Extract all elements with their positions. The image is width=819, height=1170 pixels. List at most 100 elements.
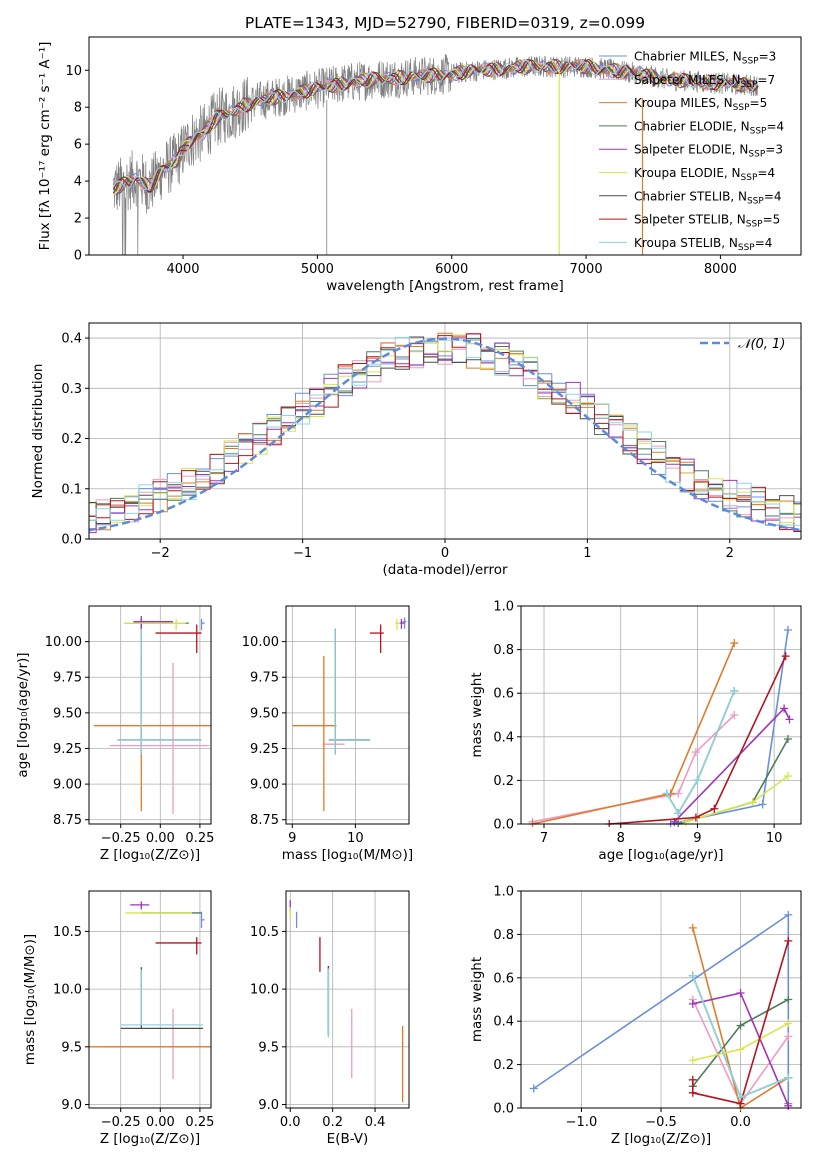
legend-label: 𝒩(0, 1) <box>738 337 785 352</box>
weight-line <box>691 940 790 1105</box>
x-tick-label: 6000 <box>435 262 468 277</box>
x-tick-label: 10 <box>766 831 783 846</box>
y-tick-label: 9.25 <box>53 742 82 757</box>
weight-plot <box>528 625 794 827</box>
legend-label: Salpeter MILES, NSSP=7 <box>634 73 775 90</box>
weight-marker <box>529 1084 538 1093</box>
y-axis-label: mass weight <box>469 957 485 1042</box>
legend-label-suffix: =4 <box>755 236 773 250</box>
errorbar-point <box>399 618 405 629</box>
legend-label-subscript: SSP <box>741 173 758 183</box>
legend-label-suffix: =7 <box>757 73 775 87</box>
axes-frame <box>520 890 802 1109</box>
y-tick-label: 1.0 <box>493 885 514 900</box>
legend-label-suffix: =4 <box>766 119 784 133</box>
weight-marker <box>783 772 792 781</box>
x-tick-label: 0.25 <box>185 1115 214 1130</box>
legend-label-suffix: =4 <box>764 189 782 203</box>
weight-marker <box>784 1019 793 1028</box>
weight-marker <box>688 923 697 932</box>
weight-marker <box>693 776 702 785</box>
legend-label: Kroupa ELODIE, NSSP=4 <box>634 166 775 183</box>
y-tick-label: 0.2 <box>493 1058 514 1073</box>
axes-frame <box>88 605 212 825</box>
y-axis-label: age [log₁₀(age/yr)] <box>15 652 31 777</box>
axes-frame <box>88 36 802 256</box>
errorbar-point <box>109 662 210 815</box>
weight-series <box>688 971 793 1102</box>
errorbar-plot <box>289 900 404 1103</box>
axes-age-vs-Z: −0.25 0.00 0.25 8.75 9.00 9.25 9.50 9.75 10.00 Z … <box>15 605 214 863</box>
axes-mass-vs-EBV: 0.0 0.2 0.4 9.0 9.5 10.0 10.5 E(B-V) <box>250 890 410 1147</box>
x-tick-label: −1 <box>293 546 312 561</box>
legend-label: Salpeter ELODIE, NSSP=3 <box>634 143 783 160</box>
weight-marker <box>780 704 789 713</box>
y-tick-label: 0.6 <box>493 971 514 986</box>
x-tick-label: −2 <box>151 546 170 561</box>
x-tick-label: 9 <box>693 831 701 846</box>
y-tick-label: 0.2 <box>493 774 514 789</box>
x-axis-label: Z [log₁₀(Z/Z⊙)] <box>100 1131 200 1147</box>
y-tick-label: 9.0 <box>258 1098 279 1113</box>
errorbar-plot <box>93 615 211 815</box>
x-tick-label: 0.4 <box>365 1115 386 1130</box>
axes-frame <box>285 605 410 825</box>
legend-label-suffix: =4 <box>757 166 775 180</box>
x-tick-label: 0.0 <box>730 1115 751 1130</box>
y-tick-label: 10.0 <box>250 983 279 998</box>
weight-marker <box>783 625 792 634</box>
residual-legend: 𝒩(0, 1) <box>700 337 785 352</box>
y-tick-label: 9.75 <box>53 671 82 686</box>
x-tick-label: 8000 <box>704 262 737 277</box>
weight-marker <box>662 789 671 798</box>
errorbar-point <box>120 969 204 1026</box>
x-tick-label: −0.25 <box>101 831 141 846</box>
gaussian-curve <box>89 337 801 532</box>
x-axis-label: Z [log₁₀(Z/Z⊙)] <box>100 847 200 863</box>
y-tick-label: 10.00 <box>242 635 279 650</box>
histogram-step <box>89 336 801 526</box>
weight-marker <box>781 652 790 661</box>
y-tick-label: 9.50 <box>250 706 279 721</box>
x-axis-label: mass [log₁₀(M/M⊙)] <box>282 847 413 863</box>
weight-plot <box>529 910 793 1111</box>
y-tick-label: 0.8 <box>493 643 514 658</box>
x-axis-label: Z [log₁₀(Z/Z⊙)] <box>611 1131 711 1147</box>
errorbar-point <box>125 615 189 638</box>
y-tick-label: 0.2 <box>61 432 82 447</box>
y-tick-label: 0.0 <box>493 818 514 833</box>
x-tick-label: −0.5 <box>645 1115 677 1130</box>
y-axis-label: mass weight <box>469 672 485 757</box>
axes-frame <box>88 322 802 540</box>
errorbar-point <box>109 1008 210 1080</box>
errorbar-plot <box>89 901 211 1080</box>
histogram-plot <box>89 332 801 534</box>
legend-label-subscript: SSP <box>738 243 755 253</box>
y-tick-label: 0.6 <box>493 687 514 702</box>
y-tick-label: 0 <box>74 249 82 264</box>
y-tick-label: 0.3 <box>61 382 82 397</box>
model-spectrum-line <box>112 59 759 191</box>
legend-label-suffix: =5 <box>763 213 781 227</box>
model-spectrum-line <box>112 58 759 193</box>
legend-label: Salpeter STELIB, NSSP=5 <box>634 213 780 230</box>
x-axis-label: (data-model)/error <box>382 562 508 578</box>
y-tick-label: 8.75 <box>250 813 279 828</box>
axes-mass-vs-Z: −0.25 0.00 0.25 9.0 9.5 10.0 10.5 Z [log₁₀(Z/Z⊙… <box>22 890 214 1147</box>
legend-label: Chabrier STELIB, NSSP=4 <box>634 189 782 206</box>
weight-marker <box>784 936 793 945</box>
y-tick-label: 8.75 <box>53 813 82 828</box>
x-tick-label: 7000 <box>570 262 603 277</box>
y-tick-label: 0.4 <box>61 332 82 347</box>
weight-marker <box>748 798 757 807</box>
weight-marker <box>688 971 697 980</box>
weight-marker <box>710 804 719 813</box>
legend-label-subscript: SSP <box>750 126 767 136</box>
x-tick-label: 0.25 <box>185 831 214 846</box>
y-tick-label: 9.75 <box>250 671 279 686</box>
weight-marker <box>730 639 739 648</box>
legend-label: Kroupa STELIB, NSSP=4 <box>634 236 772 253</box>
model-spectrum-line <box>112 59 759 194</box>
weight-series <box>681 772 792 826</box>
spectrum-plot <box>112 54 759 255</box>
